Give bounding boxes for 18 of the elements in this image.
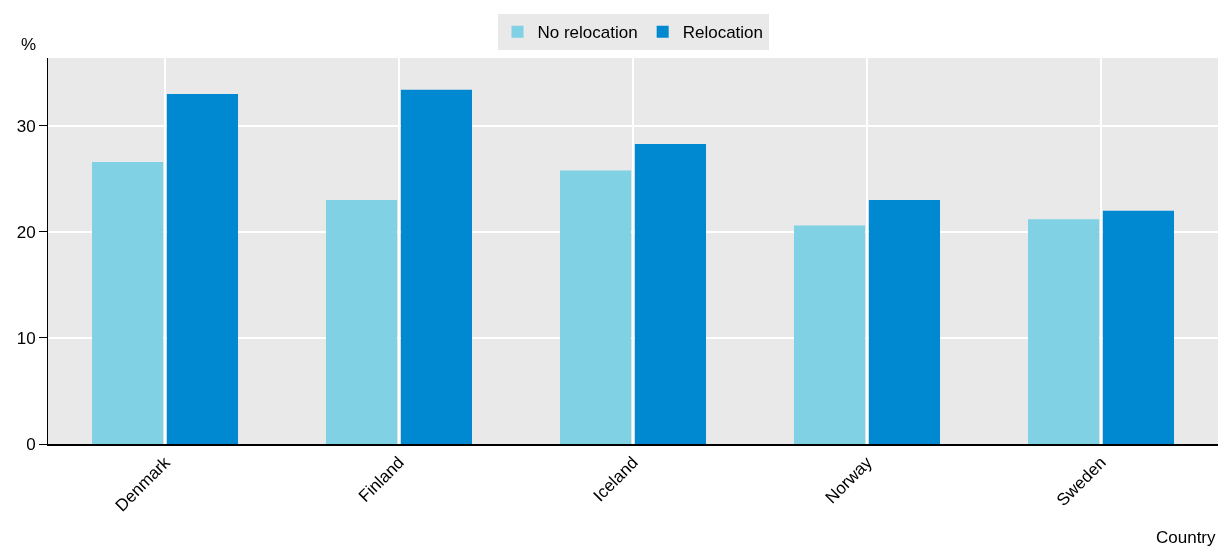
bar — [793, 225, 866, 444]
bar — [1102, 210, 1175, 444]
bar — [868, 200, 941, 444]
bar — [166, 94, 239, 444]
bar — [1027, 219, 1100, 444]
legend-label: No relocation — [537, 23, 638, 43]
x-axis-title: Country — [1156, 528, 1217, 547]
bar — [634, 143, 707, 444]
bar — [325, 200, 398, 444]
y-tick-label: 10 — [16, 328, 36, 348]
bar — [559, 170, 632, 444]
y-tick-label: 30 — [16, 116, 36, 136]
y-tick-label: 20 — [16, 222, 36, 242]
y-axis-title: % — [21, 35, 37, 54]
bar — [91, 161, 164, 444]
legend-label: Relocation — [682, 23, 763, 43]
y-tick-label: 0 — [26, 434, 36, 454]
bar — [400, 89, 473, 444]
